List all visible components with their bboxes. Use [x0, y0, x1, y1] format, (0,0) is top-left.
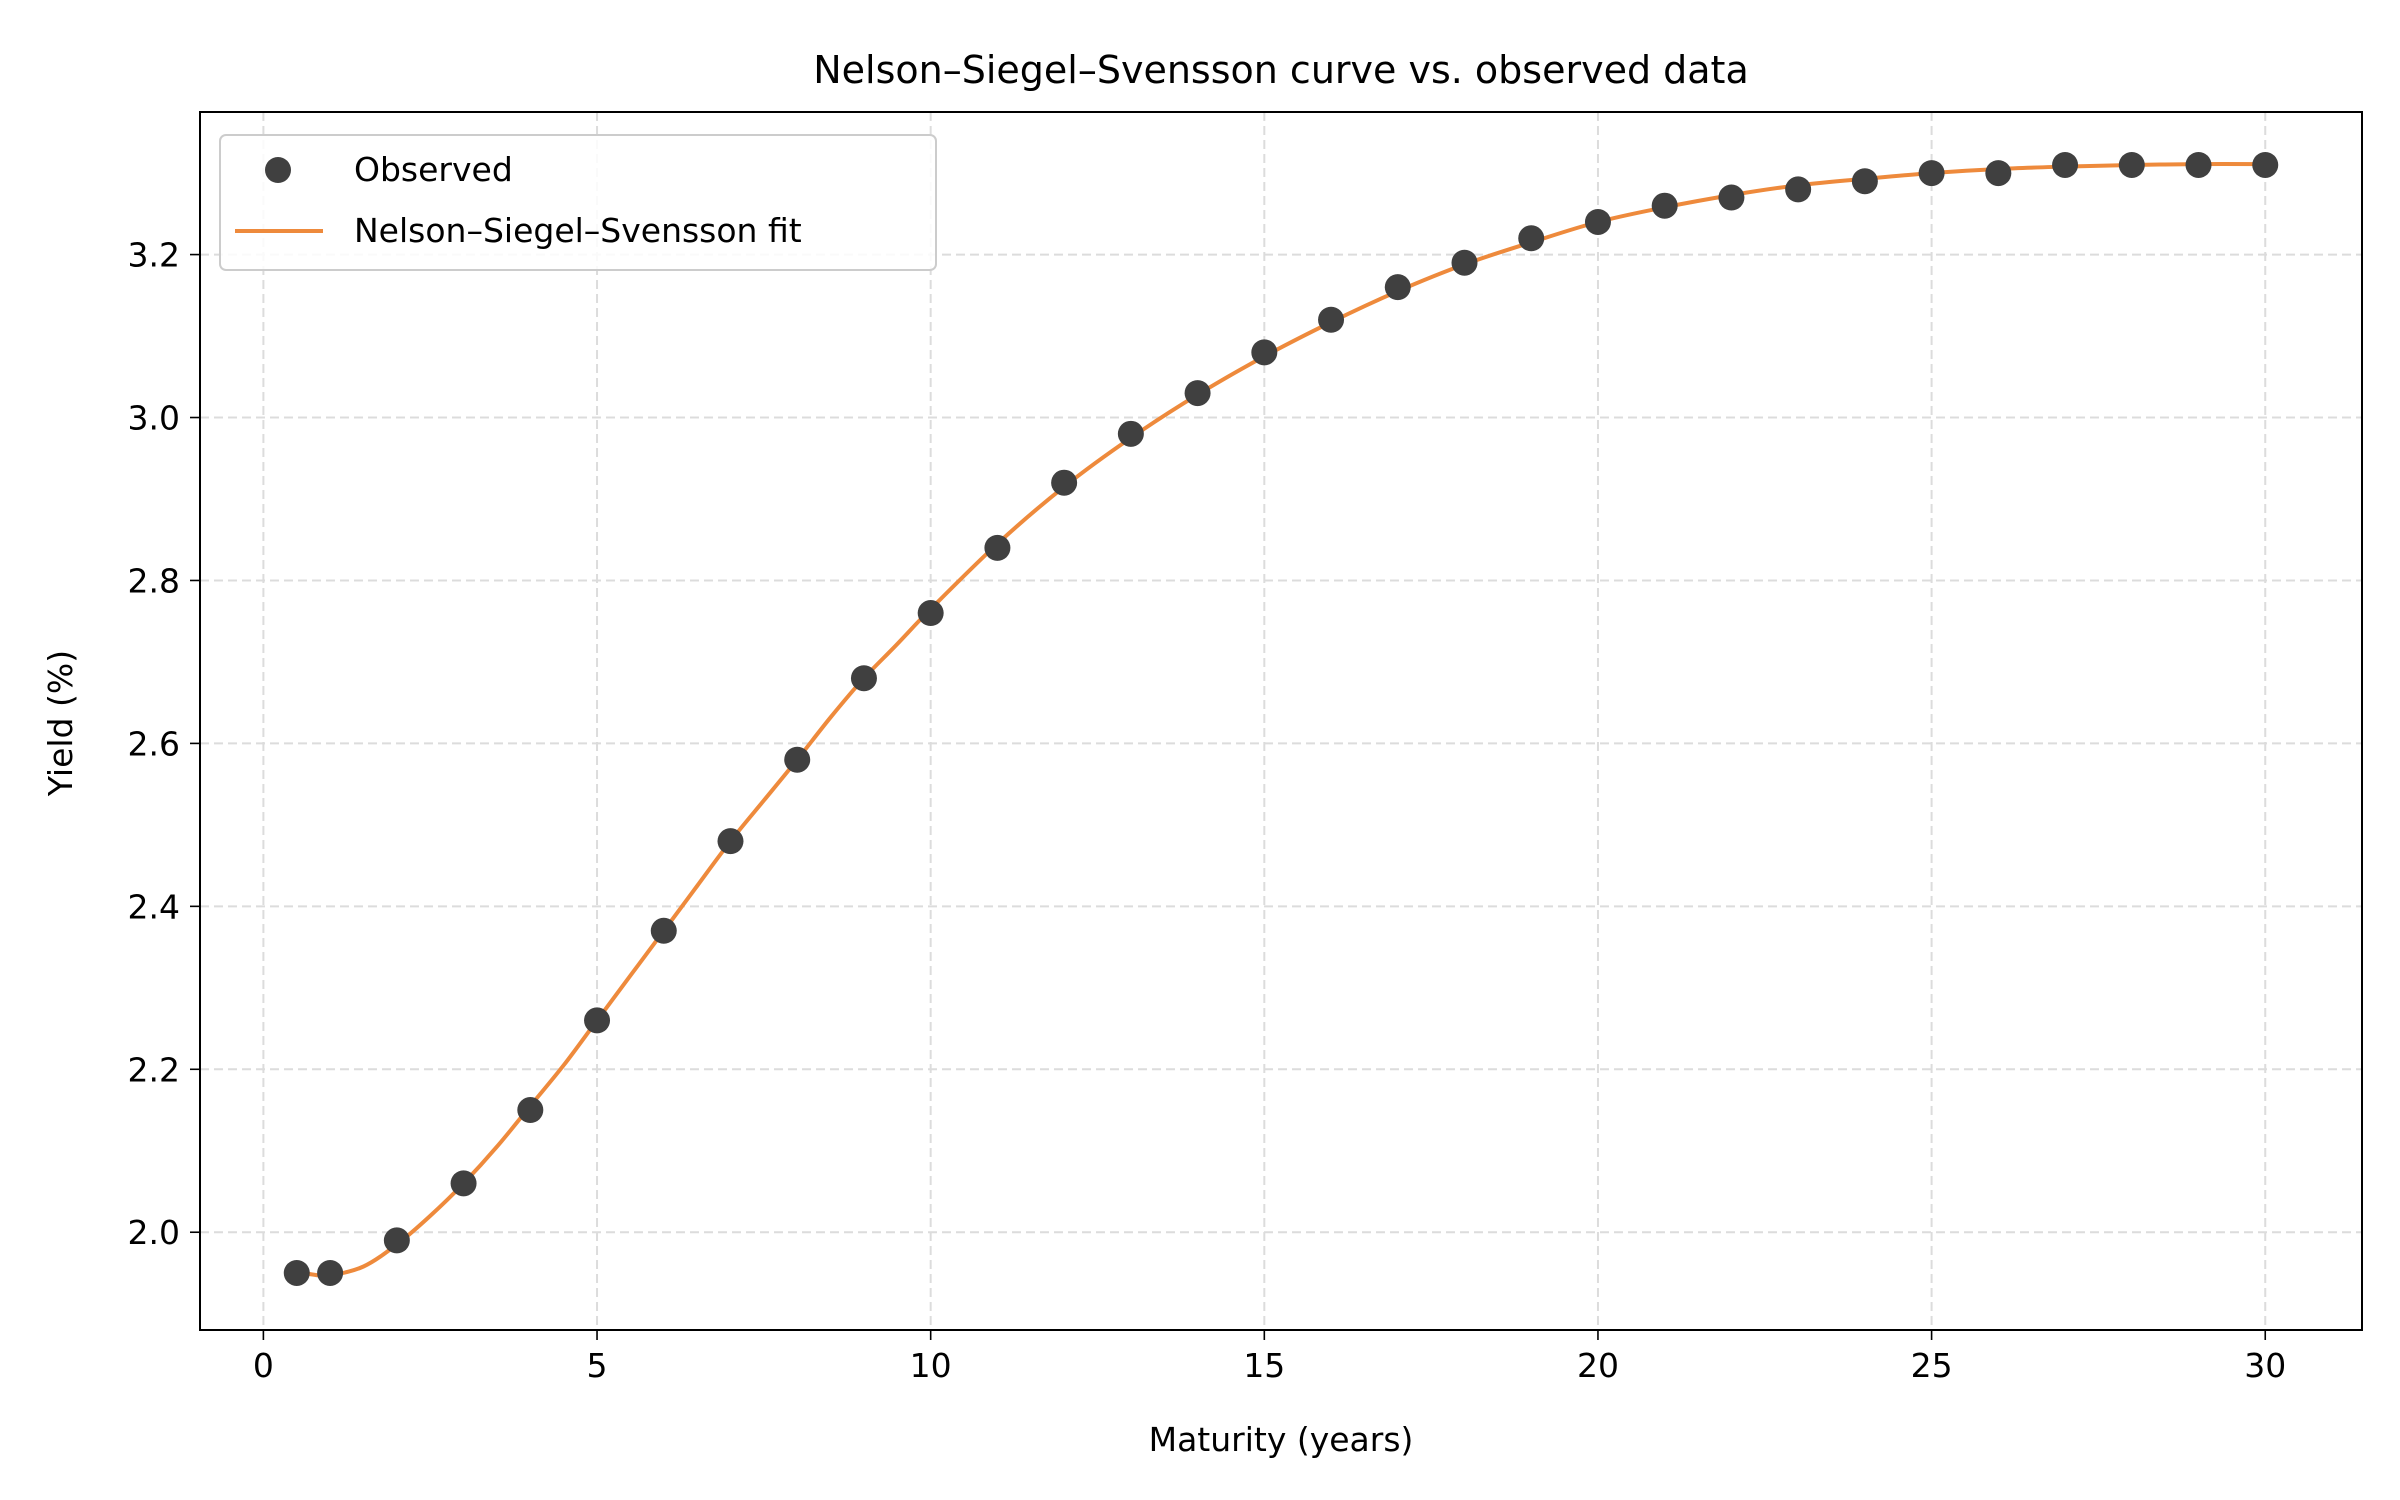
y-tick-label: 2.6 [128, 724, 180, 763]
y-tick-label: 2.0 [128, 1213, 180, 1252]
y-axis-ticks: 2.0 2.2 2.4 2.6 2.8 3.0 3.2 [128, 236, 200, 1252]
legend-fit-label: Nelson–Siegel–Svensson fit [354, 211, 802, 250]
x-tick-label: 10 [910, 1346, 952, 1385]
observed-point [1985, 160, 2012, 187]
x-axis-ticks: 0 5 10 15 20 25 30 [253, 1330, 2286, 1385]
observed-point [317, 1259, 344, 1286]
observed-point [1584, 208, 1611, 235]
y-tick-label: 3.0 [128, 399, 180, 438]
observed-point [517, 1097, 544, 1124]
x-tick-label: 5 [587, 1346, 608, 1385]
observed-point [584, 1007, 611, 1034]
observed-point [984, 534, 1011, 561]
plot-area-frame [199, 111, 2363, 1331]
x-tick-label: 25 [1911, 1346, 1953, 1385]
observed-point [1051, 469, 1078, 496]
observed-point [717, 828, 744, 855]
y-axis-label: Yield (%) [41, 650, 80, 797]
y-tick-label: 2.4 [128, 887, 180, 926]
observed-point [1384, 274, 1411, 301]
grid [200, 112, 2362, 1330]
y-tick-label: 3.2 [128, 236, 180, 275]
y-tick-label: 2.8 [128, 561, 180, 600]
observed-point [383, 1227, 410, 1254]
x-tick-label: 0 [253, 1346, 274, 1385]
x-tick-label: 30 [2244, 1346, 2286, 1385]
x-tick-label: 15 [1243, 1346, 1285, 1385]
observed-point [1451, 249, 1478, 276]
observed-point [1184, 380, 1211, 407]
observed-point [2118, 151, 2145, 178]
observed-point [1318, 306, 1345, 333]
chart-title: Nelson–Siegel–Svensson curve vs. observe… [813, 48, 1749, 92]
x-tick-label: 20 [1577, 1346, 1619, 1385]
x-axis-label: Maturity (years) [1149, 1420, 1414, 1459]
observed-point [850, 665, 877, 692]
observed-point [2052, 151, 2079, 178]
observed-point [1251, 339, 1278, 366]
legend-observed-marker [265, 157, 291, 183]
observed-series [283, 151, 2279, 1286]
observed-point [1518, 225, 1545, 252]
observed-point [1851, 168, 1878, 195]
observed-point [1117, 420, 1144, 447]
observed-point [283, 1259, 310, 1286]
legend-observed-label: Observed [354, 150, 513, 189]
y-tick-label: 2.2 [128, 1050, 180, 1089]
observed-point [2252, 151, 2279, 178]
observed-point [917, 600, 944, 627]
observed-point [2185, 151, 2212, 178]
observed-point [1718, 184, 1745, 211]
observed-point [1651, 192, 1678, 219]
observed-point [784, 746, 811, 773]
observed-point [1785, 176, 1812, 203]
observed-point [650, 917, 677, 944]
legend: Observed Nelson–Siegel–Svensson fit [219, 134, 937, 271]
observed-point [1918, 160, 1945, 187]
observed-point [450, 1170, 477, 1197]
legend-box [219, 134, 937, 271]
